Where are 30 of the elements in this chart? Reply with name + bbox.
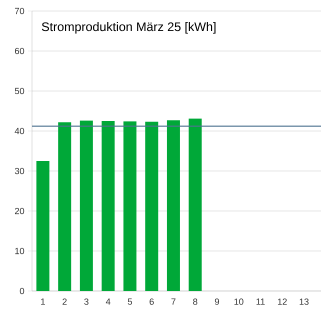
y-tick-label: 40 (14, 128, 24, 134)
y-tick-label: 20 (14, 208, 24, 214)
x-tick-label: 4 (106, 298, 110, 305)
x-tick-label: 12 (278, 298, 287, 305)
bar (58, 122, 72, 291)
bar (102, 121, 115, 291)
x-tick-label: 7 (171, 298, 176, 305)
x-tick-label: 2 (62, 298, 67, 305)
x-tick-label: 13 (300, 298, 309, 305)
x-tick-label: 10 (234, 298, 244, 305)
x-tick-label: 9 (214, 298, 220, 305)
x-tick-label: 3 (84, 298, 89, 305)
x-tick-label: 5 (128, 298, 132, 305)
x-tick-label: 11 (256, 298, 265, 305)
x-tick-label: 6 (150, 298, 154, 305)
bar (145, 122, 158, 291)
bar (36, 161, 50, 291)
y-tick-label: 70 (14, 8, 24, 14)
bar (123, 121, 136, 291)
y-tick-label: 10 (15, 248, 24, 254)
bar (188, 118, 202, 291)
text: Stromproduktion März 25 [kWh] (42, 22, 216, 34)
x-tick-label: 1 (41, 298, 45, 305)
x-tick-label: 8 (193, 298, 198, 305)
bar (80, 120, 93, 291)
y-tick-label: 50 (14, 88, 24, 94)
bar (166, 120, 180, 291)
y-tick-label: 60 (14, 48, 24, 54)
y-tick-label: 0 (20, 288, 24, 294)
y-tick-label: 30 (14, 168, 24, 174)
